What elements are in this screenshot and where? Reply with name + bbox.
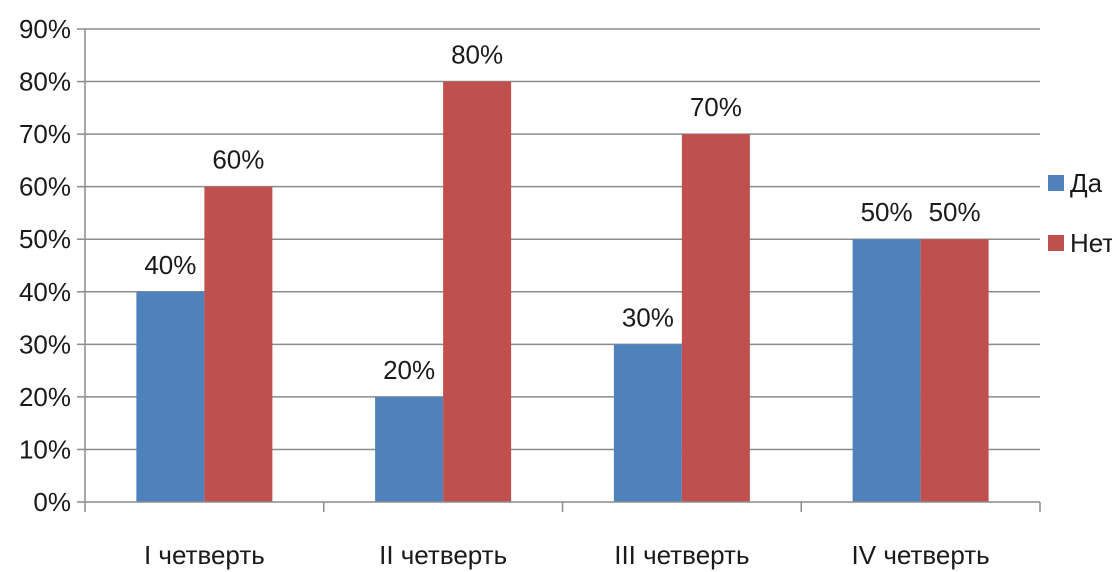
bar-da (613, 344, 682, 502)
bar-net (920, 239, 989, 502)
bars (136, 81, 989, 503)
x-tick-label: IV четверть (852, 540, 990, 570)
y-tick-label: 50% (19, 224, 71, 254)
x-tick-label: II четверть (379, 540, 507, 570)
data-label: 20% (383, 355, 435, 385)
data-label: 60% (212, 145, 264, 175)
data-label: 40% (144, 250, 196, 280)
data-label: 70% (690, 92, 742, 122)
legend-label: Нет (1070, 228, 1112, 258)
y-tick-label: 20% (19, 382, 71, 412)
axes (77, 28, 1041, 512)
x-tick-label: I четверть (144, 540, 265, 570)
legend: Да Нет (1048, 168, 1112, 258)
bar-da (375, 396, 444, 502)
legend-swatch (1048, 175, 1064, 191)
bar-da (136, 291, 205, 502)
data-label: 30% (622, 302, 674, 332)
legend-swatch (1048, 235, 1064, 251)
y-tick-label: 10% (19, 434, 71, 464)
bar-net (443, 81, 512, 503)
data-label: 80% (451, 40, 503, 70)
y-tick-label: 60% (19, 172, 71, 202)
legend-label: Да (1070, 168, 1103, 198)
bar-net (681, 134, 750, 502)
data-label: 50% (929, 197, 981, 227)
data-label: 50% (861, 197, 913, 227)
y-tick-label: 90% (19, 14, 71, 44)
y-tick-label: 40% (19, 277, 71, 307)
y-tick-label: 80% (19, 67, 71, 97)
y-tick-label: 70% (19, 119, 71, 149)
x-tick-label: III четверть (614, 540, 749, 570)
bar-net (204, 186, 273, 502)
labels: 0% 10% 20% 30% 40% 50% 60% 70% 80% 90% 40% 60% I чет… (19, 14, 990, 570)
y-tick-label: 0% (33, 487, 71, 517)
y-tick-label: 30% (19, 329, 71, 359)
bar-da (852, 239, 921, 502)
